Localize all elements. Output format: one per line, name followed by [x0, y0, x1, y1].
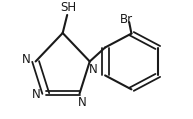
Text: SH: SH — [60, 1, 76, 14]
Text: N: N — [22, 53, 30, 66]
Text: N: N — [32, 88, 41, 101]
Text: Br: Br — [120, 13, 134, 26]
Text: N: N — [89, 63, 97, 76]
Text: N: N — [78, 96, 87, 109]
